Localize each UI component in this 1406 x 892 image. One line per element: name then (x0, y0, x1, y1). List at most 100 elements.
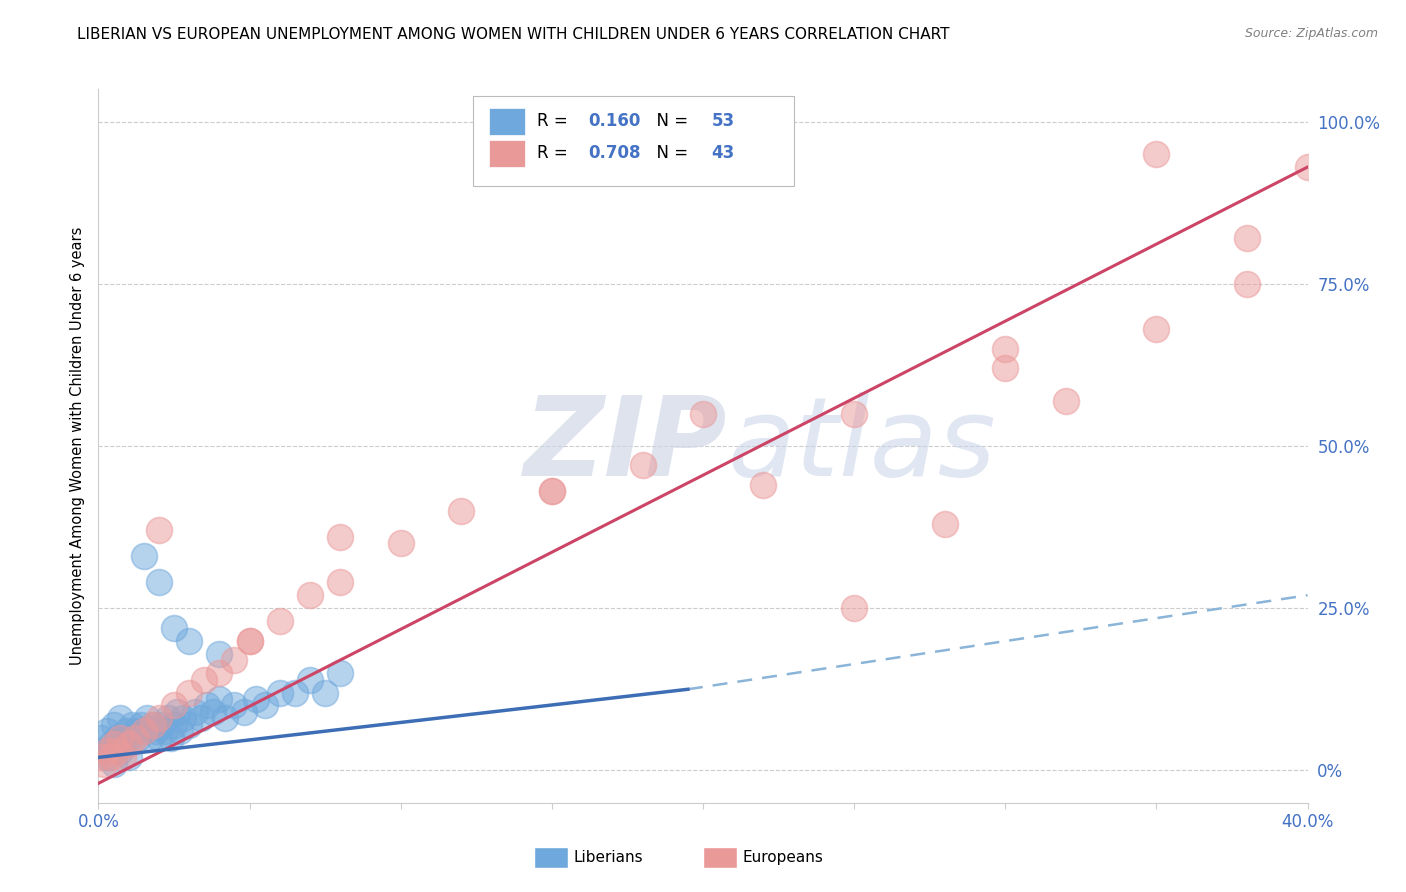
Bar (489, 108, 526, 135)
Point (139, 731, 162, 745)
Point (90, 731, 112, 745)
Text: R =: R = (537, 112, 574, 130)
Text: atlas: atlas (727, 392, 995, 500)
Bar (703, 847, 737, 869)
Point (118, 750, 141, 764)
Point (329, 530, 352, 544)
Point (190, 711, 212, 725)
Text: 43: 43 (711, 145, 735, 162)
Point (160, 731, 183, 745)
Point (93, 756, 115, 771)
Point (329, 575, 352, 590)
Point (208, 666, 231, 681)
Point (239, 633, 262, 648)
Point (163, 698, 186, 713)
Point (142, 718, 165, 732)
Point (105, 731, 128, 745)
Point (208, 692, 231, 706)
Text: R =: R = (537, 145, 574, 162)
Point (163, 621, 186, 635)
Point (284, 685, 307, 699)
Point (111, 738, 134, 752)
Bar (534, 847, 568, 869)
Point (150, 718, 173, 732)
Text: 53: 53 (711, 112, 734, 130)
Point (692, 407, 714, 421)
Point (934, 516, 956, 531)
Point (108, 744, 131, 758)
Point (299, 673, 322, 687)
Point (105, 744, 128, 758)
Point (844, 601, 866, 615)
Point (540, 484, 562, 499)
Point (135, 711, 157, 725)
Point (214, 711, 236, 725)
Point (1054, 393, 1077, 408)
Point (145, 724, 167, 739)
Point (1144, 322, 1167, 336)
Point (142, 718, 165, 732)
Point (450, 504, 472, 518)
Point (108, 731, 131, 745)
Point (232, 705, 254, 719)
Point (202, 705, 225, 719)
Point (118, 731, 141, 745)
Point (111, 750, 134, 764)
Point (148, 731, 170, 745)
Point (1236, 277, 1258, 291)
Point (994, 361, 1017, 376)
Point (103, 756, 125, 771)
Point (124, 724, 146, 739)
Point (1296, 160, 1319, 174)
Point (179, 685, 201, 699)
Text: Liberians: Liberians (574, 850, 643, 865)
Point (752, 478, 775, 492)
Text: LIBERIAN VS EUROPEAN UNEMPLOYMENT AMONG WOMEN WITH CHILDREN UNDER 6 YEARS CORREL: LIBERIAN VS EUROPEAN UNEMPLOYMENT AMONG … (77, 27, 950, 42)
Point (179, 633, 201, 648)
Text: N =: N = (647, 145, 693, 162)
Point (129, 718, 152, 732)
Point (96, 750, 118, 764)
Point (224, 653, 246, 667)
Point (1144, 147, 1167, 161)
Point (103, 718, 125, 732)
Point (994, 342, 1017, 356)
FancyBboxPatch shape (474, 96, 793, 186)
Point (114, 724, 136, 739)
Point (103, 738, 125, 752)
Point (93, 744, 115, 758)
Point (108, 711, 131, 725)
Point (121, 718, 143, 732)
Text: Europeans: Europeans (742, 850, 824, 865)
Point (96, 724, 118, 739)
Point (132, 724, 155, 739)
Point (124, 731, 146, 745)
Point (184, 705, 207, 719)
Point (299, 588, 322, 602)
Point (245, 692, 267, 706)
Point (148, 711, 170, 725)
Point (239, 633, 262, 648)
Point (166, 705, 188, 719)
Point (148, 575, 170, 590)
Point (269, 685, 291, 699)
Point (195, 698, 218, 713)
Point (389, 536, 412, 550)
Point (224, 698, 246, 713)
Point (100, 750, 122, 764)
Text: Source: ZipAtlas.com: Source: ZipAtlas.com (1244, 27, 1378, 40)
Point (132, 724, 155, 739)
Point (163, 718, 186, 732)
Bar (489, 140, 526, 167)
Point (844, 407, 866, 421)
Point (631, 458, 654, 473)
Point (90, 750, 112, 764)
Point (253, 698, 276, 713)
Point (148, 524, 170, 538)
Point (127, 731, 149, 745)
Point (156, 711, 179, 725)
Point (1236, 231, 1258, 245)
Point (208, 647, 231, 661)
Point (314, 685, 336, 699)
Text: N =: N = (647, 112, 693, 130)
